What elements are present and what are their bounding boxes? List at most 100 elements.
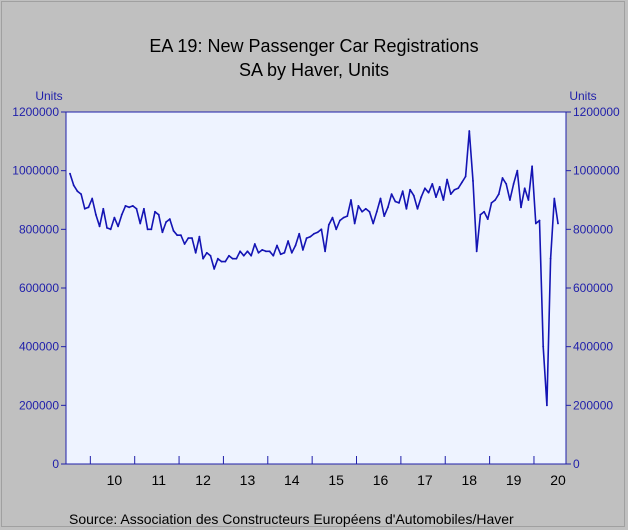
data-point xyxy=(205,251,208,254)
data-point xyxy=(379,197,382,200)
data-point xyxy=(191,237,193,240)
data-point xyxy=(549,257,552,260)
data-point xyxy=(523,187,526,190)
y-tick-label-left: 200000 xyxy=(19,398,59,412)
y-tick-label-left: 1200000 xyxy=(12,105,59,119)
data-point xyxy=(131,204,134,207)
data-point xyxy=(405,207,408,210)
data-point xyxy=(113,216,116,219)
data-point xyxy=(157,213,160,216)
data-point xyxy=(213,268,216,270)
x-tick-label: 18 xyxy=(461,472,477,488)
data-point xyxy=(305,237,308,240)
x-tick-label: 17 xyxy=(417,472,433,488)
data-point xyxy=(120,213,123,216)
left-y-axis: 1200000 1000000 800000 600000 400000 200000 0 xyxy=(12,105,66,471)
data-point xyxy=(209,254,212,257)
data-point xyxy=(72,184,75,187)
data-point xyxy=(431,182,434,185)
data-point xyxy=(228,254,230,257)
data-point xyxy=(276,244,278,247)
data-point xyxy=(183,243,186,245)
data-point xyxy=(453,188,456,191)
data-point xyxy=(527,199,530,201)
data-point xyxy=(106,226,108,229)
data-point xyxy=(449,193,452,196)
data-point xyxy=(446,178,448,181)
data-point xyxy=(216,257,219,260)
y-tick-label-right: 0 xyxy=(573,457,580,471)
data-point xyxy=(272,254,275,257)
data-point xyxy=(557,222,559,225)
data-point xyxy=(80,193,82,196)
x-tick-label: 16 xyxy=(373,472,389,488)
source-note: Source: Association des Constructeurs Eu… xyxy=(69,511,514,527)
data-point xyxy=(290,251,293,254)
data-point xyxy=(546,404,548,407)
data-point xyxy=(387,206,389,209)
x-tick-label: 13 xyxy=(240,472,256,488)
data-point xyxy=(294,244,297,247)
x-axis: 10 11 12 13 14 15 16 17 18 19 20 xyxy=(89,456,566,488)
chart-subtitle: SA by Haver, Units xyxy=(239,60,389,80)
x-tick-label: 14 xyxy=(284,472,300,488)
data-point xyxy=(69,172,71,175)
data-point xyxy=(198,235,201,238)
data-point xyxy=(361,210,363,213)
data-point xyxy=(416,207,419,210)
data-point xyxy=(412,194,415,197)
data-point xyxy=(279,253,282,256)
data-point xyxy=(257,251,260,254)
y-tick-label-left: 800000 xyxy=(19,222,59,236)
data-point xyxy=(490,202,493,204)
x-tick-label: 19 xyxy=(506,472,522,488)
data-point xyxy=(235,257,238,260)
data-point xyxy=(357,204,360,207)
data-point xyxy=(501,177,504,179)
data-point xyxy=(220,260,223,263)
data-point xyxy=(457,187,460,190)
data-point xyxy=(246,250,249,253)
x-tick-label: 20 xyxy=(550,472,566,488)
data-point xyxy=(327,224,330,226)
data-point xyxy=(194,251,197,254)
data-point xyxy=(420,196,423,198)
data-point xyxy=(98,225,101,228)
chart-title: EA 19: New Passenger Car Registrations xyxy=(149,36,478,56)
y-tick-label-right: 1000000 xyxy=(573,164,620,178)
data-point xyxy=(460,181,463,184)
data-point xyxy=(520,206,522,209)
data-point xyxy=(468,130,471,132)
data-point xyxy=(353,222,356,225)
data-point xyxy=(553,197,556,200)
data-point xyxy=(187,237,190,240)
data-point xyxy=(542,345,545,348)
data-point xyxy=(87,206,90,209)
data-point xyxy=(342,216,345,219)
data-point xyxy=(497,193,500,196)
data-point xyxy=(350,199,352,201)
data-point xyxy=(94,213,97,216)
data-point xyxy=(117,225,119,228)
data-point xyxy=(231,257,234,260)
x-tick-label: 15 xyxy=(328,472,344,488)
data-point xyxy=(298,232,301,235)
data-point xyxy=(438,185,441,188)
data-point xyxy=(324,250,326,253)
data-point xyxy=(372,222,375,225)
right-axis-unit-label: Units xyxy=(569,89,596,103)
data-point xyxy=(320,228,323,231)
data-point xyxy=(464,175,467,178)
data-point xyxy=(165,221,168,223)
data-point xyxy=(486,218,489,220)
plot-area xyxy=(65,111,567,465)
data-point xyxy=(91,197,94,200)
data-point xyxy=(483,210,485,213)
data-point xyxy=(538,219,541,222)
data-point xyxy=(283,251,286,254)
series-group xyxy=(69,130,559,407)
data-point xyxy=(516,169,519,172)
data-point xyxy=(242,254,245,257)
data-point xyxy=(531,165,534,168)
data-point xyxy=(261,248,264,251)
